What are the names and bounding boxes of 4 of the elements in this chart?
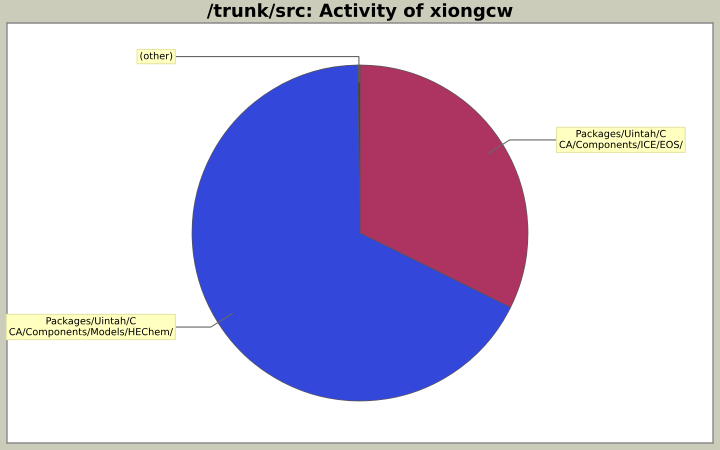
slice-label: Packages/Uintah/C CA/Components/Models/HEChem/ [9, 316, 173, 338]
slice-label: Packages/Uintah/C CA/Components/ICE/EOS/ [560, 130, 683, 150]
slice-label: (other) [140, 52, 172, 61]
chart-title: /trunk/src: Activity of xiongcw [206, 3, 513, 21]
